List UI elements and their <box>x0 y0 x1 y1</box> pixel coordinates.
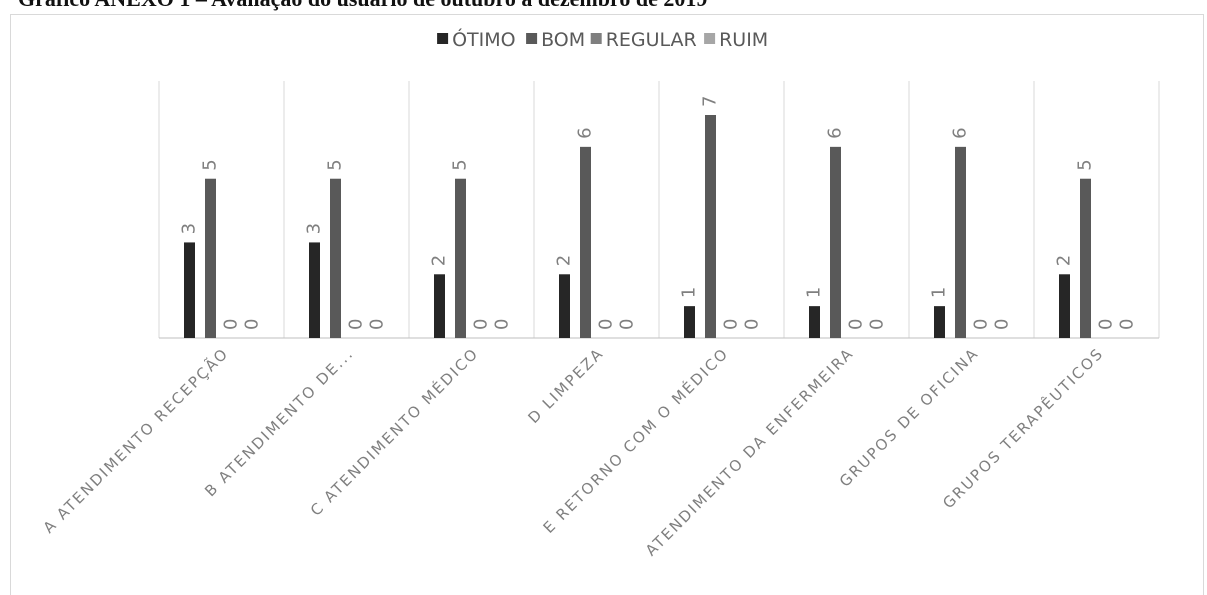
legend-swatch-bom <box>526 33 538 44</box>
category-label: ATENDIMENTO DA ENFERMEIRA <box>642 344 858 560</box>
data-label: 1 <box>929 287 950 298</box>
data-label: 0 <box>971 319 992 330</box>
data-label: 5 <box>200 159 221 170</box>
data-label: 0 <box>471 319 492 330</box>
chart-frame <box>10 14 1204 595</box>
data-label: 0 <box>492 319 513 330</box>
bar-bom <box>1080 178 1091 338</box>
category-label: GRUPOS DE OFICINA <box>836 344 983 491</box>
legend-swatch-regular <box>590 33 602 44</box>
data-label: 2 <box>429 255 450 266</box>
data-label: 6 <box>825 127 846 138</box>
legend-label: ÓTIMO <box>452 27 516 51</box>
data-label: 3 <box>304 223 325 234</box>
data-label: 0 <box>367 319 388 330</box>
data-label: 7 <box>700 96 721 107</box>
data-label: 3 <box>179 223 200 234</box>
data-label: 1 <box>679 287 700 298</box>
data-label: 0 <box>992 319 1013 330</box>
category-label: D LIMPEZA <box>525 344 608 427</box>
legend-swatch-ótimo <box>437 33 449 44</box>
bar-bom <box>330 178 341 338</box>
data-label: 0 <box>346 319 367 330</box>
bar-bom <box>955 146 966 338</box>
bar-bom <box>455 178 466 338</box>
bar-ótimo <box>809 306 820 338</box>
data-label: 5 <box>1075 159 1096 170</box>
legend-label: REGULAR <box>606 29 697 51</box>
data-label: 2 <box>554 255 575 266</box>
data-label: 2 <box>1054 255 1075 266</box>
bar-ótimo <box>434 274 445 338</box>
data-label: 0 <box>1096 319 1117 330</box>
data-label: 5 <box>325 159 346 170</box>
bar-ótimo <box>934 306 945 338</box>
data-label: 0 <box>596 319 617 330</box>
data-label: 6 <box>950 127 971 138</box>
data-label: 0 <box>721 319 742 330</box>
category-label: A ATENDIMENTO RECEPÇÃO <box>39 343 232 536</box>
bar-ótimo <box>184 242 195 338</box>
data-label: 0 <box>867 319 888 330</box>
data-label: 0 <box>1117 319 1138 330</box>
bar-bom <box>830 146 841 338</box>
data-label: 0 <box>846 319 867 330</box>
page-title: Gráfico ANEXO 1 – Avaliação do usuário d… <box>18 0 707 12</box>
data-label: 6 <box>575 127 596 138</box>
bar-ótimo <box>684 306 695 338</box>
bar-bom <box>580 146 591 338</box>
legend-swatch-ruim <box>704 33 716 44</box>
bar-ótimo <box>1059 274 1070 338</box>
bar-ótimo <box>309 242 320 338</box>
data-label: 0 <box>221 319 242 330</box>
legend-label: RUIM <box>719 29 768 51</box>
legend-label: BOM <box>541 29 585 51</box>
data-label: 0 <box>242 319 263 330</box>
category-label: B ATENDIMENTO DE... <box>201 344 357 500</box>
data-label: 0 <box>617 319 638 330</box>
bar-ótimo <box>559 274 570 338</box>
data-label: 1 <box>804 287 825 298</box>
data-label: 0 <box>742 319 763 330</box>
bar-bom <box>705 115 716 338</box>
bar-bom <box>205 178 216 338</box>
data-label: 5 <box>450 159 471 170</box>
